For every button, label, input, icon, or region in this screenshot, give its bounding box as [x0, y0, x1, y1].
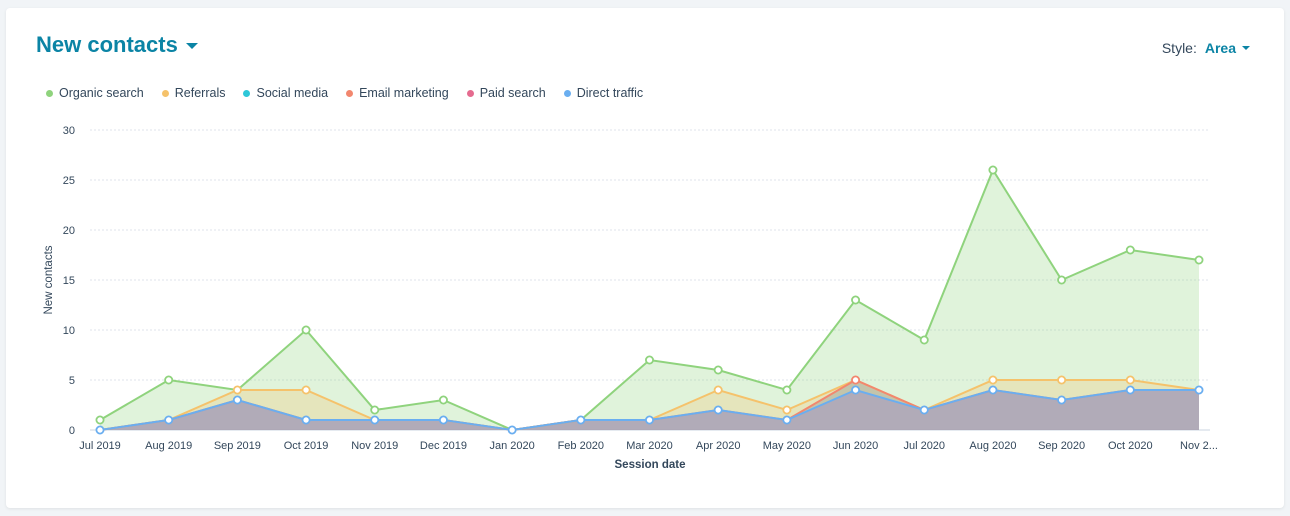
x-tick-label: Nov 2019	[351, 440, 398, 452]
chart-legend: Organic search Referrals Social media Em…	[46, 86, 643, 100]
x-tick-label: Mar 2020	[626, 440, 672, 452]
style-value: Area	[1204, 40, 1236, 56]
point-direct-traffic	[507, 425, 517, 435]
x-tick-label: Jul 2019	[79, 440, 121, 452]
x-tick-label: Sep 2019	[214, 440, 261, 452]
legend-item-referrals[interactable]: Referrals	[161, 86, 226, 100]
area-social-media	[100, 380, 1199, 430]
x-tick-label: Sep 2020	[1038, 440, 1085, 452]
point-referrals	[1057, 375, 1067, 385]
style-selector: Style: Area	[1162, 40, 1250, 56]
point-direct-traffic	[1194, 385, 1204, 395]
point-referrals	[988, 375, 998, 385]
legend-swatch	[243, 89, 251, 97]
legend-label: Paid search	[479, 86, 546, 100]
area-organic-search	[100, 170, 1199, 430]
point-direct-traffic	[1125, 385, 1135, 395]
point-organic-search	[988, 165, 998, 175]
legend-label: Organic search	[59, 86, 144, 100]
y-tick-label: 20	[63, 225, 75, 237]
point-email-marketing	[851, 375, 861, 385]
point-organic-search	[438, 395, 448, 405]
chevron-down-icon	[185, 43, 198, 49]
x-tick-label: Feb 2020	[558, 440, 604, 452]
x-tick-label: Jul 2020	[903, 440, 945, 452]
x-tick-label: Oct 2019	[284, 440, 329, 452]
point-referrals	[1125, 375, 1135, 385]
x-tick-label: Dec 2019	[420, 440, 467, 452]
x-axis-title: Session date	[615, 459, 686, 471]
point-organic-search	[301, 325, 311, 335]
legend-swatch	[563, 89, 571, 97]
chevron-down-icon	[1242, 46, 1250, 50]
area-email-marketing	[100, 380, 1199, 430]
point-referrals	[232, 385, 242, 395]
legend-label: Referrals	[174, 86, 226, 100]
point-direct-traffic	[713, 405, 723, 415]
point-direct-traffic	[1057, 395, 1067, 405]
chart-card: New contacts Style: Area Organic search …	[6, 8, 1284, 508]
point-organic-search	[1057, 275, 1067, 285]
legend-item-email-marketing[interactable]: Email marketing	[346, 86, 449, 100]
report-title: New contacts	[36, 32, 178, 57]
point-organic-search	[919, 335, 929, 345]
x-tick-label: Jun 2020	[833, 440, 878, 452]
legend-item-paid-search[interactable]: Paid search	[466, 86, 546, 100]
x-tick-label: Apr 2020	[696, 440, 741, 452]
point-organic-search	[95, 415, 105, 425]
point-referrals	[713, 385, 723, 395]
point-direct-traffic	[232, 395, 242, 405]
point-direct-traffic	[919, 405, 929, 415]
point-organic-search	[370, 405, 380, 415]
point-direct-traffic	[988, 385, 998, 395]
style-dropdown[interactable]: Area	[1205, 40, 1250, 56]
point-organic-search	[1194, 255, 1204, 265]
point-organic-search	[851, 295, 861, 305]
y-tick-label: 25	[63, 175, 75, 187]
point-referrals	[782, 405, 792, 415]
report-title-dropdown[interactable]: New contacts	[36, 32, 198, 58]
point-direct-traffic	[851, 385, 861, 395]
point-direct-traffic	[438, 415, 448, 425]
legend-swatch	[346, 89, 354, 97]
x-tick-label: May 2020	[763, 440, 811, 452]
point-direct-traffic	[164, 415, 174, 425]
y-tick-label: 15	[63, 275, 75, 287]
legend-swatch	[161, 89, 169, 97]
y-axis-title: New contacts	[43, 245, 55, 314]
point-direct-traffic	[301, 415, 311, 425]
legend-swatch	[46, 89, 53, 97]
y-tick-label: 5	[69, 375, 75, 387]
x-tick-label: Aug 2020	[969, 440, 1016, 452]
legend-item-social-media[interactable]: Social media	[243, 86, 328, 100]
point-organic-search	[164, 375, 174, 385]
x-tick-label: Jan 2020	[489, 440, 534, 452]
legend-label: Email marketing	[359, 86, 449, 100]
legend-item-organic-search[interactable]: Organic search	[46, 86, 144, 100]
style-label: Style:	[1161, 40, 1197, 56]
y-tick-label: 30	[63, 125, 75, 137]
point-direct-traffic	[576, 415, 586, 425]
legend-label: Social media	[256, 86, 329, 100]
y-tick-label: 10	[63, 325, 75, 337]
point-direct-traffic	[95, 425, 105, 435]
point-direct-traffic	[370, 415, 380, 425]
area-referrals	[100, 380, 1199, 430]
point-organic-search	[645, 355, 655, 365]
y-tick-label: 0	[69, 425, 75, 437]
legend-item-direct-traffic[interactable]: Direct traffic	[563, 86, 644, 100]
point-organic-search	[1125, 245, 1135, 255]
x-tick-label: Oct 2020	[1108, 440, 1153, 452]
x-tick-label: Nov 2...	[1180, 440, 1218, 452]
legend-swatch	[466, 89, 474, 97]
x-tick-label: Aug 2019	[145, 440, 192, 452]
point-referrals	[301, 385, 311, 395]
point-organic-search	[713, 365, 723, 375]
point-organic-search	[782, 385, 792, 395]
point-direct-traffic	[645, 415, 655, 425]
point-direct-traffic	[782, 415, 792, 425]
legend-label: Direct traffic	[576, 86, 644, 100]
